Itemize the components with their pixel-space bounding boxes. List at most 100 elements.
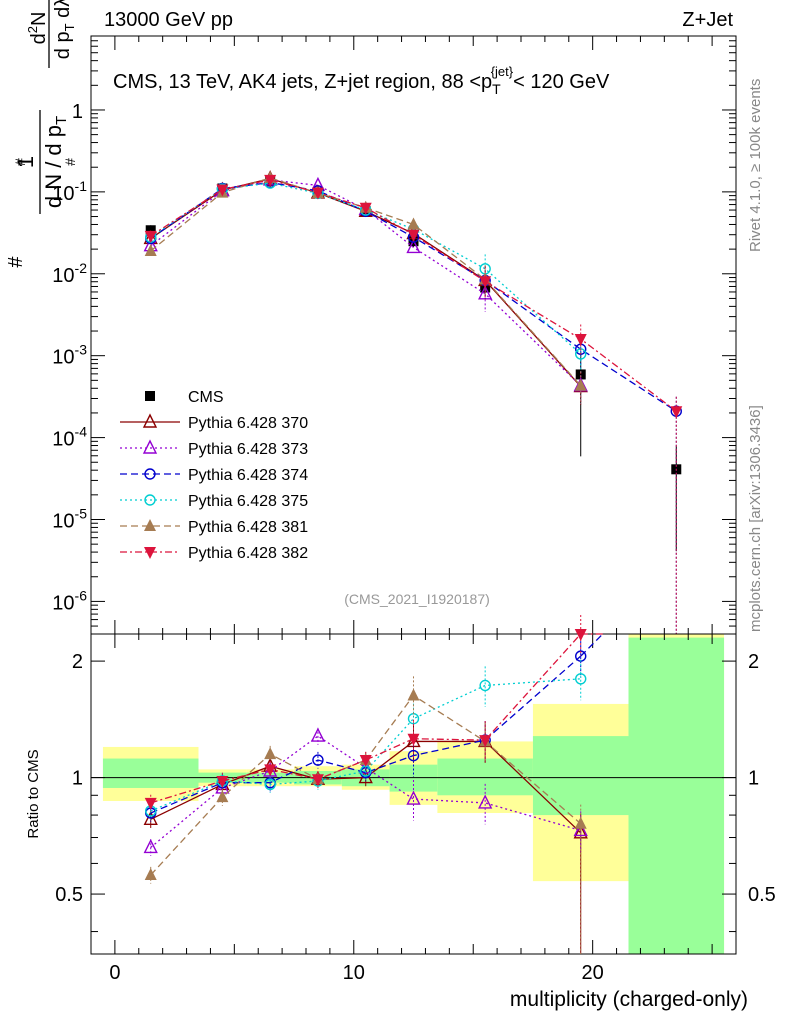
legend-label: Pythia 6.428 374 [188, 467, 308, 484]
main-x-ticks [90, 36, 737, 634]
main-y-ticks: 1 10-1 10-2 10-3 10-4 10-5 10-6 [52, 35, 736, 635]
x-tick-label: 0 [109, 962, 120, 984]
ratio-data-point [264, 778, 276, 791]
legend-entry: Pythia 6.428 381 [120, 519, 308, 536]
main-y-label: 1 d N / d pT # # d2N d pT dλ # [5, 0, 78, 268]
data-point [407, 217, 420, 230]
svg-text:#: # [5, 256, 27, 268]
data-point [406, 238, 421, 254]
y-tick-label: 10-5 [52, 506, 87, 533]
ratio-series-5 [144, 614, 603, 812]
ratio-series-line [150, 678, 581, 812]
ratio-y-tick-label: 0.5 [55, 884, 83, 906]
ratio-data-point [216, 790, 229, 803]
data-point [478, 285, 493, 300]
series-line [150, 181, 677, 412]
legend-entry: Pythia 6.428 375 [120, 493, 308, 510]
ratio-data-point [407, 749, 420, 762]
legend-marker [145, 391, 155, 401]
data-point [574, 378, 587, 391]
ratio-data-point [573, 821, 588, 837]
ratio-series-line [150, 655, 582, 814]
legend: CMS Pythia 6.428 370 Pythia 6.428 373 Pythi… [120, 389, 308, 562]
ratio-data-point [407, 712, 420, 725]
svg-text:#: # [12, 158, 28, 166]
svg-text:d N / d pT: d N / d pT [41, 116, 70, 208]
legend-marker [144, 547, 156, 559]
svg-text:d pT dλ: d pT dλ [52, 0, 77, 59]
ratio-series-group [143, 614, 604, 954]
legend-marker [144, 468, 156, 480]
ratio-data-point [264, 747, 277, 760]
ratio-data-point [407, 733, 420, 746]
uncertainty-band-green [532, 736, 629, 816]
ratio-data-point [310, 727, 326, 742]
ratio-data-point [216, 775, 229, 788]
legend-label: Pythia 6.428 375 [188, 493, 308, 510]
legend-label: Pythia 6.428 382 [188, 545, 308, 562]
rivet-label: Rivet 4.1.0, ≥ 100k events [747, 79, 764, 252]
legend-label: Pythia 6.428 370 [188, 415, 308, 432]
analysis-tag: (CMS_2021_I1920187) [344, 591, 490, 607]
data-point [216, 184, 229, 197]
data-point [479, 276, 492, 289]
ratio-data-point [264, 764, 277, 777]
legend-entry: Pythia 6.428 373 [120, 439, 308, 458]
legend-label: CMS [188, 389, 224, 406]
ratio-series-line [150, 694, 582, 876]
legend-entry: Pythia 6.428 382 [120, 545, 308, 562]
ratio-data-point [479, 679, 491, 692]
ratio-data-point [407, 688, 420, 701]
ratio-data-point [575, 673, 587, 685]
ratio-y-tick-label: 2 [72, 651, 83, 673]
data-point [144, 230, 157, 243]
ratio-data-point [359, 755, 372, 768]
svg-text:#: # [62, 158, 78, 166]
ratio-y-tick-label-right: 2 [748, 651, 759, 673]
ratio-data-point [312, 754, 324, 766]
ratio-y-tick-label-right: 0.5 [748, 884, 776, 906]
y-tick-label: 10-3 [52, 342, 87, 369]
data-point [264, 174, 277, 187]
ratio-data-point [574, 629, 587, 641]
ratio-data-point [143, 810, 158, 826]
ratio-y-ticks: 0.5 0.5 1 1 2 2 [55, 651, 776, 933]
ratio-y-tick-label: 1 [72, 768, 83, 790]
y-tick-label: 10-2 [52, 260, 87, 287]
main-series-group [143, 170, 683, 634]
ratio-y-label: Ratio to CMS [25, 749, 42, 838]
y-tick-label: 10-6 [52, 587, 87, 614]
ratio-data-point [478, 794, 493, 809]
legend-marker [144, 494, 156, 506]
ratio-y-tick-label-right: 1 [748, 768, 759, 790]
ratio-data-point [311, 774, 324, 787]
legend-label: Pythia 6.428 381 [188, 519, 308, 536]
mcplots-label: mcplots.cern.ch [arXiv:1306.3436] [747, 405, 764, 632]
legend-marker [142, 439, 158, 454]
x-tick-label: 20 [582, 962, 604, 984]
legend-entry: CMS [145, 389, 224, 406]
uncertainty-band-green [102, 758, 199, 788]
data-point [359, 202, 372, 215]
y-tick-label: 1 [72, 101, 83, 123]
header-left: 13000 GeV pp [104, 9, 233, 31]
legend-entry: Pythia 6.428 374 [120, 467, 308, 484]
ratio-plot-frame [90, 633, 737, 955]
legend-marker [144, 519, 156, 531]
svg-text:1: 1 [13, 156, 38, 168]
series-line [150, 177, 582, 387]
data-point [311, 187, 324, 200]
ratio-x-ticks: 0 10 20 [90, 634, 737, 984]
x-axis-label: multiplicity (charged-only) [510, 988, 748, 1011]
data-point [575, 369, 586, 380]
legend-label: Pythia 6.428 373 [188, 441, 308, 458]
uncertainty-band-green [628, 637, 725, 954]
ratio-data-point [406, 790, 421, 805]
ratio-data-point [479, 735, 492, 748]
ratio-data-point [144, 797, 157, 810]
y-tick-label: 10-1 [52, 178, 87, 205]
data-point [574, 333, 587, 346]
ratio-data-point [143, 838, 158, 854]
series-6 [144, 174, 683, 634]
